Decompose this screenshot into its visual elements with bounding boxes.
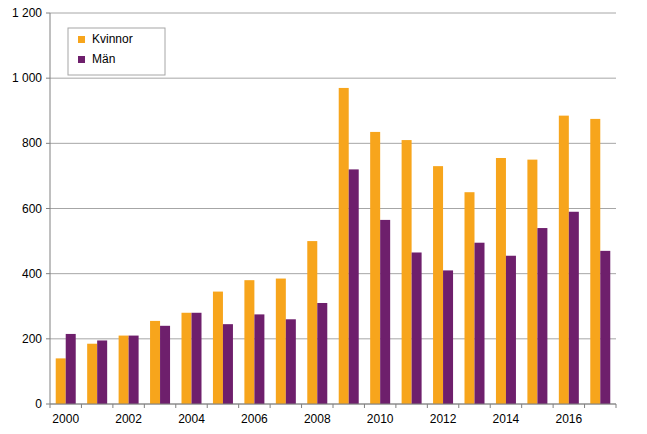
x-tick (553, 404, 554, 408)
bar (496, 158, 506, 404)
bar (129, 336, 139, 404)
chart-svg: 0 200 400 600 800 1 000 1 200 2000 2002 2004 2006 2… (0, 0, 647, 434)
x-tick (112, 404, 113, 408)
bar (370, 132, 380, 404)
y-tick (46, 143, 50, 144)
bar (527, 160, 537, 404)
legend: Kvinnor Män (68, 28, 165, 75)
x-tick-label: 2006 (241, 412, 268, 426)
x-tick (333, 404, 334, 408)
bar (286, 319, 296, 404)
bar (600, 251, 610, 404)
legend-label: Män (92, 52, 115, 66)
legend-swatch (78, 36, 85, 43)
y-tick-label: 1 000 (12, 71, 42, 85)
x-tick (490, 404, 491, 408)
bar (339, 88, 349, 404)
x-tick (50, 404, 51, 408)
legend-box (68, 28, 165, 75)
bar (307, 241, 317, 404)
bar (150, 321, 160, 404)
x-tick (144, 404, 145, 408)
y-tick (46, 78, 50, 79)
bar (97, 340, 107, 404)
bar (254, 314, 264, 404)
bar (569, 212, 579, 404)
bar (506, 256, 516, 404)
bar (87, 344, 97, 404)
x-tick-label: 2004 (178, 412, 205, 426)
x-tick (207, 404, 208, 408)
y-tick-label: 0 (35, 397, 42, 411)
grid-line (50, 143, 616, 144)
x-tick (616, 404, 617, 408)
bar (590, 119, 600, 404)
x-tick (175, 404, 176, 408)
y-tick (46, 338, 50, 339)
bar (443, 270, 453, 404)
y-tick-label: 200 (22, 332, 42, 346)
x-tick (427, 404, 428, 408)
x-tick (81, 404, 82, 408)
legend-swatch (78, 56, 85, 63)
bar (349, 169, 359, 404)
y-axis (50, 13, 51, 404)
y-tick (46, 273, 50, 274)
bar (182, 313, 192, 404)
bar (160, 326, 170, 404)
bar (317, 303, 327, 404)
bar (213, 292, 223, 404)
bars (56, 88, 611, 404)
bar (465, 192, 475, 404)
bar (192, 313, 202, 404)
bar (412, 252, 422, 404)
x-tick-label: 2000 (52, 412, 79, 426)
x-tick (238, 404, 239, 408)
x-tick (395, 404, 396, 408)
x-tick (584, 404, 585, 408)
chart-container: 0 200 400 600 800 1 000 1 200 2000 2002 2004 2006 2… (0, 0, 647, 434)
legend-label: Kvinnor (92, 32, 133, 46)
grid-line (50, 13, 616, 14)
y-tick-label: 400 (22, 267, 42, 281)
y-tick (46, 13, 50, 14)
bar (433, 166, 443, 404)
bar (559, 116, 569, 404)
bar (537, 228, 547, 404)
bar (380, 220, 390, 404)
x-tick-label: 2014 (493, 412, 520, 426)
bar (119, 336, 129, 404)
x-tick-label: 2010 (367, 412, 394, 426)
x-tick-label: 2008 (304, 412, 331, 426)
grid-line (50, 78, 616, 79)
bar (402, 140, 412, 404)
x-tick (270, 404, 271, 408)
y-tick-label: 1 200 (12, 6, 42, 20)
bar (244, 280, 254, 404)
y-tick (46, 404, 50, 405)
x-tick (301, 404, 302, 408)
bar (276, 279, 286, 404)
x-tick (521, 404, 522, 408)
bar (56, 358, 66, 404)
y-tick (46, 208, 50, 209)
x-tick-label: 2016 (555, 412, 582, 426)
x-tick (364, 404, 365, 408)
x-tick (458, 404, 459, 408)
x-tick-label: 2012 (430, 412, 457, 426)
y-tick-label: 600 (22, 202, 42, 216)
bar (223, 324, 233, 404)
bar (66, 334, 76, 404)
x-tick-label: 2002 (115, 412, 142, 426)
y-tick-label: 800 (22, 136, 42, 150)
bar (475, 243, 485, 404)
